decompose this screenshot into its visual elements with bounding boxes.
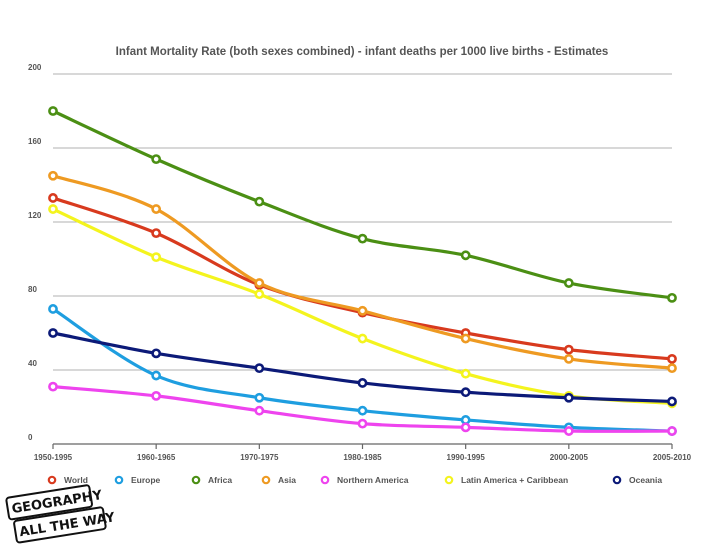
legend-marker [320,475,330,485]
legend-item-oceania: Oceania [612,475,662,485]
legend-label: World [64,475,88,485]
data-point-europe-1 [151,370,162,381]
data-point-africa-0 [48,106,58,116]
legend-marker [612,475,622,485]
data-point-oceania-1 [151,348,162,359]
data-point-world-6 [667,353,677,364]
legend-item-africa: Africa [191,475,232,485]
series-oceania [48,328,677,407]
series-asia [48,170,677,374]
geography-all-the-way-logo: GEOGRAPHY ALL THE WAY [5,484,116,544]
y-tick-label: 200 [28,63,42,72]
data-point-asia-0 [48,170,58,181]
y-tick-label: 40 [28,359,37,368]
y-tick-label: 80 [28,285,37,294]
data-point-northern-america-6 [667,426,677,436]
x-tick-label: 1960-1965 [137,453,176,462]
data-point-world-0 [48,193,58,203]
x-tick-label: 1980-1985 [343,453,382,462]
grid-lines [53,73,672,445]
data-point-europe-0 [48,304,58,314]
legend-item-world: World [47,475,88,485]
chart-title: Infant Mortality Rate (both sexes combin… [116,46,609,58]
data-point-oceania-5 [563,392,574,403]
x-axis-ticks: 1950-1995 1960-1965 1970-1975 1980-1985 1990… [34,444,692,462]
data-point-asia-5 [563,353,574,364]
data-point-latin-america-caribbean-3 [357,333,368,344]
data-point-asia-1 [151,204,162,214]
data-point-africa-3 [357,233,368,244]
series-africa [48,106,677,303]
data-point-northern-america-2 [254,405,265,416]
x-tick-label: 1970-1975 [240,453,279,462]
data-point-oceania-0 [48,328,58,338]
data-point-africa-4 [460,250,471,261]
x-tick-label: 2000-2005 [550,453,589,462]
legend-label: Northern America [337,475,409,485]
legend-marker [261,475,271,485]
legend-label: Africa [208,475,232,485]
data-point-africa-2 [254,196,265,207]
legend-item-northern-america: Northern America [320,475,409,485]
data-point-northern-america-4 [460,422,471,433]
legend-item-europe: Europe [114,475,161,485]
data-point-asia-4 [460,333,471,344]
x-tick-label: 1950-1995 [34,453,73,462]
data-point-latin-america-caribbean-2 [254,289,265,300]
data-point-world-1 [151,228,162,238]
legend-label: Oceania [629,475,662,485]
legend-marker [444,475,454,485]
legend-label: Asia [278,475,296,485]
legend-item-latin-america-caribbean: Latin America + Caribbean [444,475,568,485]
data-point-asia-6 [667,363,677,374]
data-point-europe-3 [357,405,368,416]
legend-marker [191,475,201,485]
data-point-world-5 [563,344,574,355]
data-point-oceania-4 [460,387,471,398]
legend: World Europe Africa Asia Northern America Lat… [47,475,662,485]
data-point-latin-america-caribbean-0 [48,204,58,214]
legend-marker [114,475,124,485]
data-point-asia-3 [357,305,368,316]
data-point-oceania-2 [254,363,265,374]
series-northern-america [48,381,677,436]
x-tick-label: 1990-1995 [447,453,486,462]
data-point-northern-america-3 [357,418,368,429]
legend-label: Europe [131,475,161,485]
data-point-africa-5 [563,278,574,288]
legend-label: Latin America + Caribbean [461,475,568,485]
y-tick-label: 120 [28,211,42,220]
data-point-oceania-3 [357,378,368,388]
data-point-asia-2 [254,278,265,288]
series-lines [48,106,677,436]
legend-item-asia: Asia [261,475,296,485]
data-point-northern-america-5 [563,426,574,436]
data-point-africa-6 [667,292,677,303]
y-axis-ticks: 0 40 80 120 160 200 [28,63,42,442]
data-point-northern-america-0 [48,381,58,392]
data-point-africa-1 [151,154,162,164]
data-point-latin-america-caribbean-1 [151,252,162,263]
x-tick-label: 2005-2010 [653,453,692,462]
data-point-northern-america-1 [151,390,162,401]
data-point-oceania-6 [667,396,677,407]
data-point-latin-america-caribbean-4 [460,368,471,379]
y-tick-label: 160 [28,137,42,146]
data-point-europe-2 [254,392,265,403]
legend-marker [47,475,57,485]
y-tick-label: 0 [28,433,33,442]
